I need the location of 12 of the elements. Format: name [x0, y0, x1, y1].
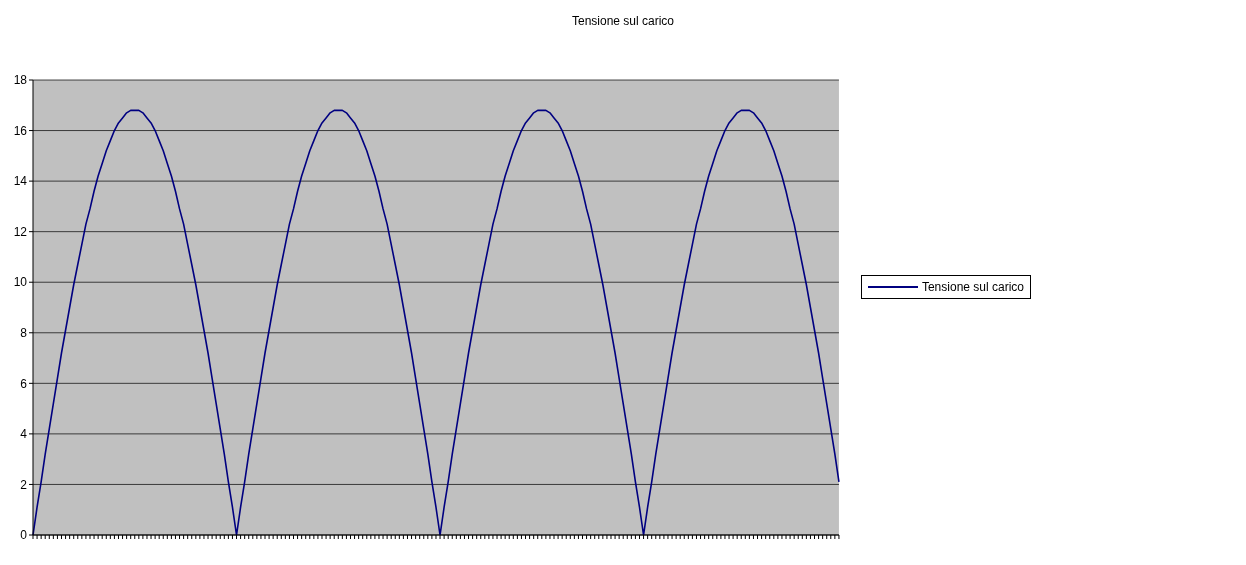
- y-tick-label: 10: [13, 275, 28, 290]
- y-tick-label: 14: [13, 174, 28, 189]
- y-tick-label: 4: [20, 427, 28, 442]
- y-tick-label: 12: [13, 224, 28, 239]
- y-tick-label: 0: [20, 528, 28, 543]
- legend-label: Tensione sul carico: [921, 279, 1024, 294]
- y-tick-label: 8: [20, 326, 28, 341]
- y-tick-label: 18: [13, 73, 28, 88]
- chart-title: Tensione sul carico: [570, 14, 676, 28]
- y-tick-label: 2: [20, 477, 28, 492]
- y-tick-label: 16: [13, 123, 28, 138]
- y-tick-label: 6: [20, 376, 28, 391]
